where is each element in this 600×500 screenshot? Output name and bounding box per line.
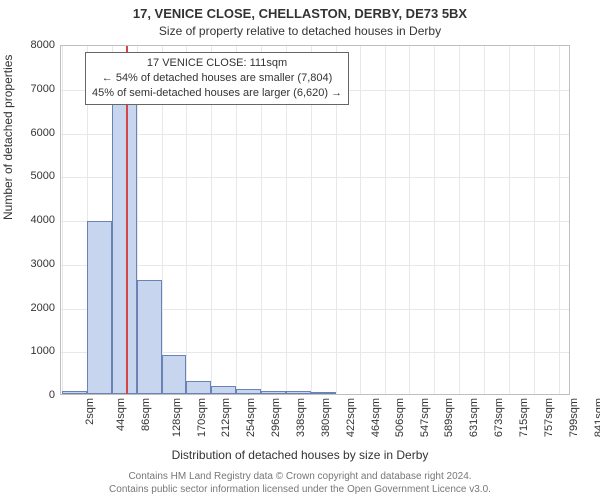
x-tick-label: 715sqm <box>518 398 530 437</box>
x-axis-label: Distribution of detached houses by size … <box>0 448 600 462</box>
y-tick-label: 5000 <box>15 170 55 182</box>
x-tick-label: 799sqm <box>568 398 580 437</box>
chart-title-sub: Size of property relative to detached ho… <box>0 24 600 38</box>
x-tick-label: 170sqm <box>196 398 208 437</box>
y-tick-label: 2000 <box>15 302 55 314</box>
histogram-bar <box>261 391 286 395</box>
x-tick-label: 254sqm <box>245 398 257 437</box>
x-tick-label: 380sqm <box>320 398 332 437</box>
x-tick-label: 422sqm <box>345 398 357 437</box>
gridline-v <box>434 46 435 394</box>
x-tick-label: 757sqm <box>543 398 555 437</box>
histogram-bar <box>162 355 187 394</box>
chart-title-main: 17, VENICE CLOSE, CHELLASTON, DERBY, DE7… <box>0 6 600 21</box>
histogram-bar <box>112 92 137 394</box>
x-tick-label: 506sqm <box>395 398 407 437</box>
y-tick-label: 3000 <box>15 258 55 270</box>
footer-line-2: Contains public sector information licen… <box>0 484 600 497</box>
x-tick-label: 673sqm <box>493 398 505 437</box>
gridline-v <box>385 46 386 394</box>
annotation-line: 45% of semi-detached houses are larger (… <box>92 86 342 101</box>
x-tick-label: 338sqm <box>295 398 307 437</box>
histogram-bar <box>236 389 261 394</box>
gridline-v <box>509 46 510 394</box>
y-tick-label: 4000 <box>15 214 55 226</box>
annotation-box: 17 VENICE CLOSE: 111sqm← 54% of detached… <box>85 52 349 105</box>
gridline-v <box>62 46 63 394</box>
histogram-bar <box>62 391 87 395</box>
x-tick-label: 2sqm <box>84 398 96 425</box>
y-tick-label: 7000 <box>15 83 55 95</box>
gridline-v <box>459 46 460 394</box>
property-size-chart: 17, VENICE CLOSE, CHELLASTON, DERBY, DE7… <box>0 0 600 500</box>
x-tick-label: 464sqm <box>370 398 382 437</box>
y-tick-label: 0 <box>15 389 55 401</box>
gridline-v <box>409 46 410 394</box>
histogram-bar <box>137 280 162 394</box>
x-tick-label: 841sqm <box>593 398 600 437</box>
gridline-v <box>559 46 560 394</box>
x-tick-label: 296sqm <box>270 398 282 437</box>
y-tick-label: 6000 <box>15 127 55 139</box>
histogram-bar <box>286 391 311 394</box>
x-tick-label: 128sqm <box>171 398 183 437</box>
x-tick-label: 589sqm <box>444 398 456 437</box>
x-tick-label: 547sqm <box>419 398 431 437</box>
histogram-bar <box>186 381 211 394</box>
histogram-bar <box>87 221 112 394</box>
x-tick-label: 631sqm <box>468 398 480 437</box>
annotation-line: 17 VENICE CLOSE: 111sqm <box>92 56 342 71</box>
chart-footer: Contains HM Land Registry data © Crown c… <box>0 471 600 496</box>
gridline-v <box>484 46 485 394</box>
gridline-v <box>534 46 535 394</box>
annotation-line: ← 54% of detached houses are smaller (7,… <box>92 71 342 86</box>
histogram-bar <box>211 386 236 394</box>
y-axis-label: Number of detached properties <box>1 55 15 220</box>
x-tick-label: 44sqm <box>115 398 127 431</box>
gridline-v <box>360 46 361 394</box>
x-tick-label: 86sqm <box>140 398 152 431</box>
x-tick-label: 212sqm <box>221 398 233 437</box>
y-tick-label: 8000 <box>15 39 55 51</box>
footer-line-1: Contains HM Land Registry data © Crown c… <box>0 471 600 484</box>
y-tick-label: 1000 <box>15 345 55 357</box>
histogram-bar <box>311 392 336 394</box>
